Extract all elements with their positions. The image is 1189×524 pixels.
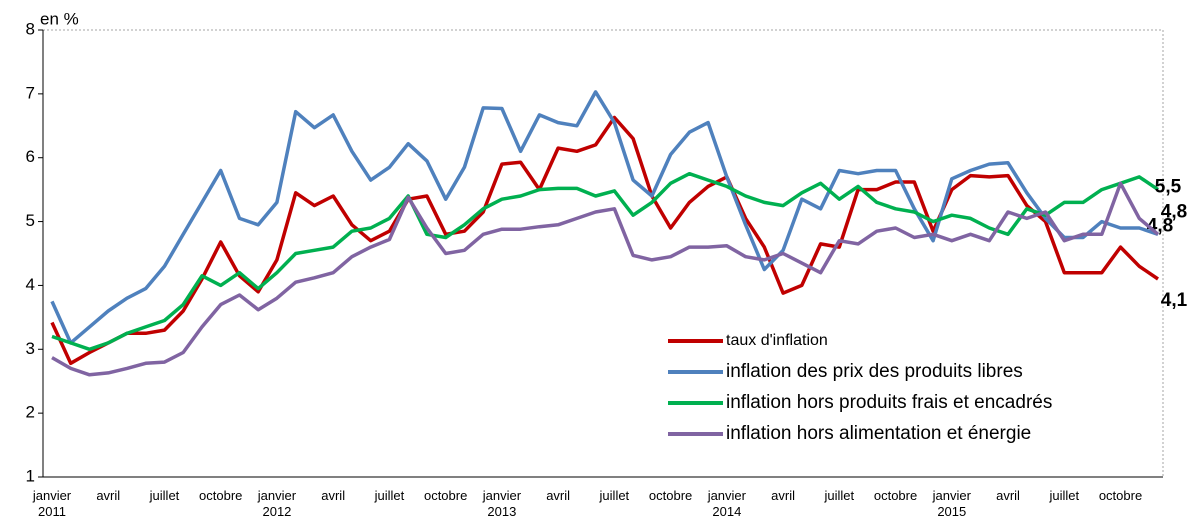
x-tick-label: avril bbox=[996, 488, 1020, 503]
plot-border bbox=[42, 29, 1164, 478]
x-tick-label: juillet bbox=[374, 488, 405, 503]
series-line bbox=[51, 171, 1159, 352]
y-tick-label: 3 bbox=[26, 339, 35, 358]
x-tick-label: juillet bbox=[149, 488, 180, 503]
value-label: 4,1 bbox=[1161, 290, 1188, 311]
y-tick-label: 1 bbox=[26, 466, 35, 485]
x-tick-label: avril bbox=[546, 488, 570, 503]
y-tick-label: 5 bbox=[26, 211, 35, 230]
y-tick-label: 2 bbox=[26, 403, 35, 422]
y-axis-label: en % bbox=[40, 9, 79, 28]
x-tick-label: juillet bbox=[824, 488, 855, 503]
x-tick-label: avril bbox=[321, 488, 345, 503]
x-tick-label: avril bbox=[771, 488, 795, 503]
x-tick-label: janvier 2015 bbox=[932, 488, 972, 519]
x-tick-label: juillet bbox=[599, 488, 630, 503]
x-tick-label: avril bbox=[96, 488, 120, 503]
series-line bbox=[50, 115, 1159, 366]
legend-label: inflation hors produits frais et encadré… bbox=[726, 392, 1052, 413]
series-line bbox=[50, 90, 1159, 345]
x-tick-label: janvier 2011 bbox=[32, 488, 72, 519]
series-line bbox=[51, 181, 1160, 377]
x-tick-label: octobre bbox=[424, 488, 467, 503]
x-tick-label: octobre bbox=[199, 488, 242, 503]
legend-label: taux d'inflation bbox=[726, 332, 828, 349]
value-label: 4,8 bbox=[1161, 201, 1187, 222]
legend-label: inflation hors alimentation et énergie bbox=[726, 423, 1031, 444]
legend-label: inflation des prix des produits libres bbox=[726, 361, 1023, 382]
x-tick-label: octobre bbox=[649, 488, 692, 503]
y-tick-label: 4 bbox=[26, 275, 35, 294]
x-tick-label: janvier 2014 bbox=[707, 488, 747, 519]
x-tick-label: octobre bbox=[874, 488, 917, 503]
y-tick-label: 6 bbox=[26, 147, 35, 166]
y-tick-label: 8 bbox=[26, 19, 35, 38]
y-tick-label: 7 bbox=[26, 83, 35, 102]
x-tick-label: juillet bbox=[1048, 488, 1079, 503]
x-tick-label: janvier 2012 bbox=[257, 488, 297, 519]
x-tick-label: octobre bbox=[1099, 488, 1142, 503]
x-tick-label: janvier 2013 bbox=[482, 488, 522, 519]
value-label: 5,5 bbox=[1155, 177, 1182, 198]
